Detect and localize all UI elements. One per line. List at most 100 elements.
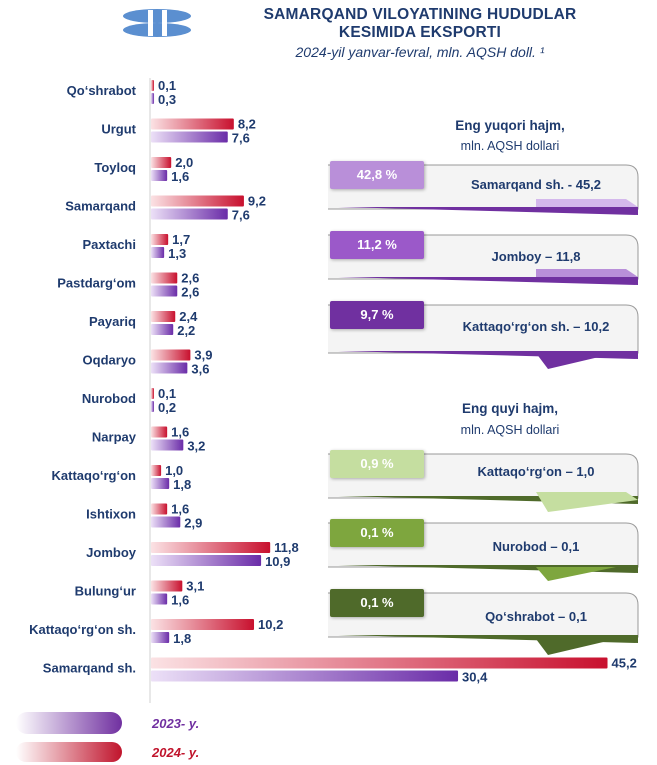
- category-label: Narpay: [92, 430, 137, 445]
- category-label: Qo‘shrabot: [67, 83, 137, 98]
- legend-2024-swatch: [16, 742, 122, 762]
- value-label-2024: 2,4: [179, 309, 198, 324]
- category-label: Ishtixon: [86, 507, 136, 522]
- value-label-2023: 7,6: [232, 131, 250, 146]
- legend: 2023- y. 2024- y.: [16, 712, 199, 762]
- bar-2023: [151, 439, 184, 451]
- bottom-card-1-name: Kattaqo‘rg‘on – 1,0: [477, 464, 595, 479]
- bar-2023: [151, 170, 168, 181]
- top-card-1: 42,8 % Samarqand sh. - 45,2: [326, 161, 642, 215]
- value-label-2024: 0,1: [158, 386, 176, 401]
- top-card-3-percent: 9,7 %: [330, 301, 424, 329]
- category-label: Oqdaryo: [83, 353, 137, 368]
- chart-subtitle: 2024-yil yanvar-fevral, mln. AQSH doll. …: [295, 44, 545, 60]
- value-label-2023: 0,3: [158, 92, 176, 107]
- value-label-2024: 11,8: [274, 540, 299, 555]
- value-label-2023: 1,6: [171, 593, 189, 608]
- category-label: Urgut: [101, 122, 136, 137]
- top-card-2: 11,2 % Jomboy – 11,8: [326, 231, 642, 285]
- bar-2024: [151, 311, 176, 322]
- bar-2023: [151, 555, 262, 566]
- bar-2023: [151, 208, 228, 220]
- value-label-2024: 0,1: [158, 78, 176, 93]
- bar-2023: [151, 516, 181, 528]
- top-card-2-percent: 11,2 %: [330, 231, 424, 259]
- bar-2024: [151, 234, 169, 245]
- value-label-2024: 3,1: [186, 579, 204, 594]
- value-label-2023: 1,6: [171, 169, 189, 184]
- title-line-1: SAMARQAND VILOYATINING HUDUDLAR: [263, 6, 577, 23]
- top-card-1-percent: 42,8 %: [330, 161, 424, 189]
- category-labels: Qo‘shrabot Urgut Toyloq Samarqand Paxtachi Pa…: [29, 83, 137, 676]
- category-label: Nurobod: [82, 391, 136, 406]
- value-label-2024: 1,6: [171, 502, 189, 517]
- bottom-section-heading: Eng quyi hajm,: [461, 401, 558, 416]
- value-label-2023: 3,6: [191, 362, 209, 377]
- top-card-3: 9,7 % Kattaqo‘rg‘on sh. – 10,2: [326, 301, 642, 369]
- bar-2024: [151, 619, 255, 630]
- series-2024-value-labels: 0,1 8,2 2,0 9,2 1,7 2,6 2,4 3,9 0,1 1,6 1,0 1,6 11,8…: [158, 78, 637, 671]
- legend-2024-label: 2024- y.: [151, 745, 199, 760]
- bar-2023: [151, 670, 459, 682]
- bar-2024: [151, 349, 191, 361]
- top-section-unit: mln. AQSH dollari: [460, 139, 560, 153]
- bar-2023: [151, 324, 174, 335]
- category-label: Bulung‘ur: [75, 584, 136, 599]
- value-label-2024: 3,9: [194, 348, 212, 363]
- legend-2023-swatch: [16, 712, 122, 734]
- bar-2024: [151, 195, 244, 207]
- bottom-card-1: 0,9 % Kattaqo‘rg‘on – 1,0: [326, 450, 642, 512]
- bar-2024: [151, 388, 154, 399]
- value-label-2023: 1,8: [173, 477, 191, 492]
- category-label: Samarqand sh.: [43, 661, 136, 676]
- value-label-2024: 45,2: [612, 656, 637, 671]
- value-label-2023: 0,2: [158, 400, 176, 415]
- bottom-card-2: 0,1 % Nurobod – 0,1: [326, 519, 642, 581]
- category-label: Kattaqo‘rg‘on sh.: [29, 622, 136, 637]
- bar-2023: [151, 478, 170, 489]
- bar-2024: [151, 157, 172, 168]
- bar-2023: [151, 593, 168, 605]
- title-line-2: KESIMIDA EKSPORTI: [338, 24, 502, 41]
- bottom-card-3-percent: 0,1 %: [330, 589, 424, 617]
- bar-2023: [151, 131, 228, 143]
- bar-2023: [151, 362, 188, 374]
- bottom-card-2-percent: 0,1 %: [330, 519, 424, 547]
- bar-2024: [151, 503, 168, 515]
- bar-2023: [151, 285, 178, 297]
- top-card-1-name: Samarqand sh. - 45,2: [470, 177, 602, 192]
- series-2023-value-labels: 0,3 7,6 1,6 7,6 1,3 2,6 2,2 3,6 0,2 3,2 1,8 2,9 10,9…: [158, 92, 488, 685]
- bar-2023: [151, 401, 154, 412]
- value-label-2023: 10,9: [265, 554, 290, 569]
- chart-title: SAMARQAND VILOYATINING HUDUDLAR KESIMIDA…: [200, 6, 640, 42]
- logo-icon: [123, 9, 191, 37]
- top-card-3-name: Kattaqo‘rg‘on sh. – 10,2: [462, 319, 610, 334]
- bottom-card-3: 0,1 % Qo‘shrabot – 0,1: [326, 589, 642, 655]
- value-label-2023: 1,8: [173, 631, 191, 646]
- bar-2023: [151, 632, 170, 643]
- bar-2024: [151, 426, 168, 438]
- bar-2024: [151, 118, 234, 130]
- value-label-2023: 2,2: [177, 323, 195, 338]
- bar-2024: [151, 580, 183, 592]
- value-label-2024: 2,0: [175, 155, 193, 170]
- bottom-card-2-name: Nurobod – 0,1: [492, 539, 580, 554]
- value-label-2023: 2,6: [181, 285, 199, 300]
- value-label-2024: 2,6: [181, 271, 199, 286]
- bar-2024: [151, 542, 271, 553]
- category-label: Payariq: [89, 314, 136, 329]
- value-label-2024: 1,0: [165, 463, 183, 478]
- value-label-2024: 9,2: [248, 194, 266, 209]
- top-section-heading: Eng yuqori hajm,: [455, 118, 565, 133]
- series-2024-bars: [151, 80, 608, 669]
- bar-2023: [151, 247, 165, 258]
- category-label: Toyloq: [94, 160, 136, 175]
- value-label-2024: 1,6: [171, 425, 189, 440]
- value-label-2023: 7,6: [232, 208, 250, 223]
- bar-2023: [151, 93, 155, 104]
- value-label-2023: 3,2: [187, 439, 205, 454]
- bottom-card-3-name: Qo‘shrabot – 0,1: [485, 609, 587, 624]
- category-label: Pastdarg‘om: [57, 276, 136, 291]
- bar-2024: [151, 272, 178, 284]
